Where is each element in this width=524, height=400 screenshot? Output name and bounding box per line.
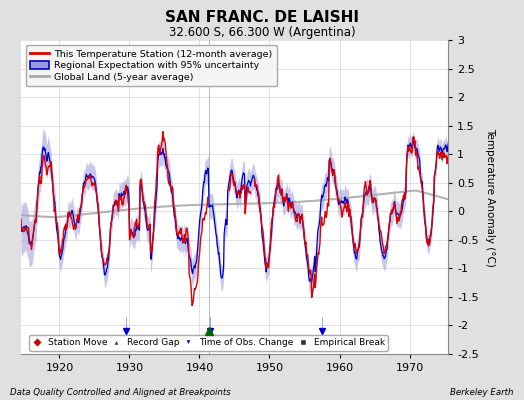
- Text: Data Quality Controlled and Aligned at Breakpoints: Data Quality Controlled and Aligned at B…: [10, 388, 231, 397]
- Legend: Station Move, Record Gap, Time of Obs. Change, Empirical Break: Station Move, Record Gap, Time of Obs. C…: [29, 335, 388, 351]
- Text: 32.600 S, 66.300 W (Argentina): 32.600 S, 66.300 W (Argentina): [169, 26, 355, 39]
- Text: SAN FRANC. DE LAISHI: SAN FRANC. DE LAISHI: [165, 10, 359, 25]
- Text: Berkeley Earth: Berkeley Earth: [450, 388, 514, 397]
- Y-axis label: Temperature Anomaly (°C): Temperature Anomaly (°C): [485, 128, 496, 266]
